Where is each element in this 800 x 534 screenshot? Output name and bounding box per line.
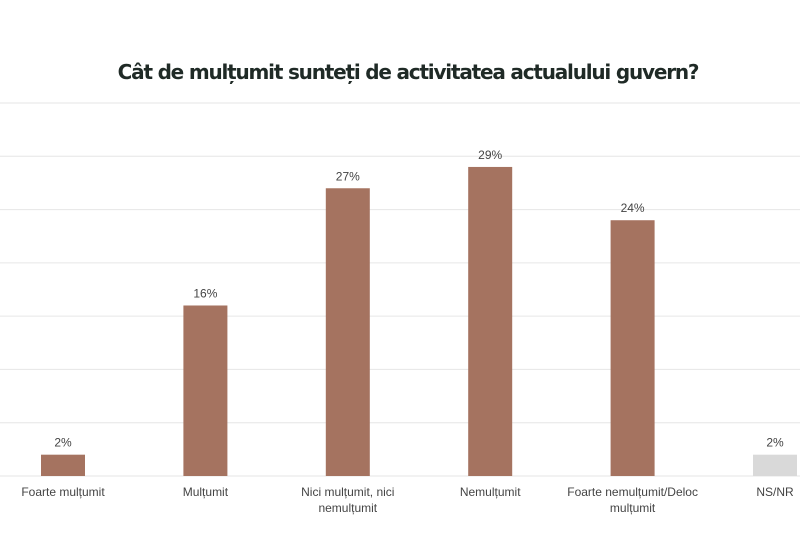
category-label: Nici mulțumit, nici [301, 485, 394, 499]
chart-title: Cât de mulțumit sunteți de activitatea a… [117, 60, 700, 84]
data-label: 24% [621, 201, 645, 215]
bar [610, 220, 655, 476]
category-label: Foarte mulțumit [21, 485, 105, 499]
category-label: nemulțumit [318, 501, 377, 515]
category-label: Mulțumit [183, 485, 229, 499]
bar [183, 305, 228, 476]
category-label: mulțumit [610, 501, 656, 515]
data-label: 2% [766, 436, 784, 450]
bar [41, 454, 85, 476]
category-label: NS/NR [756, 485, 794, 499]
category-label: Nemulțumit [460, 485, 521, 499]
data-label: 29% [478, 148, 502, 162]
bar [753, 454, 797, 476]
data-label: 27% [336, 169, 360, 183]
bar [325, 188, 370, 476]
data-label: 16% [193, 286, 217, 300]
data-label: 2% [54, 436, 72, 450]
bar [468, 166, 513, 476]
category-label: Foarte nemulțumit/Deloc [567, 485, 698, 499]
